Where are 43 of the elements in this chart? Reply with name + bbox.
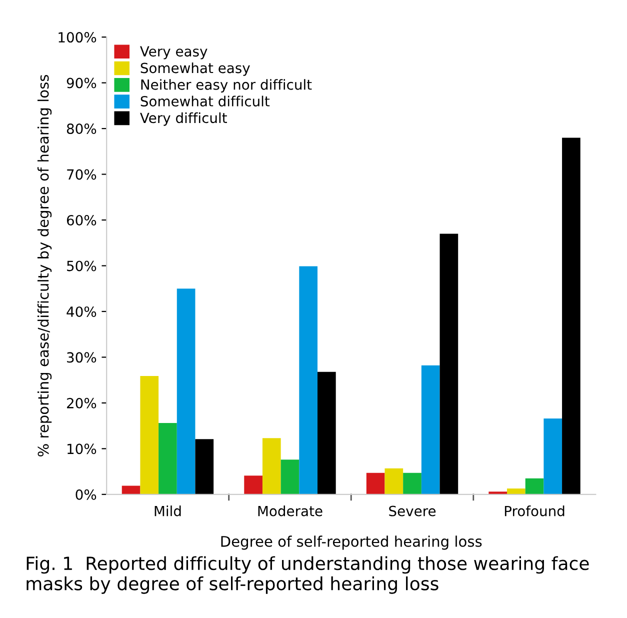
legend-label: Very easy xyxy=(140,46,208,60)
y-tick-label: 100% xyxy=(58,32,96,43)
bar xyxy=(176,288,196,494)
bar xyxy=(421,365,440,494)
x-tick-label: Moderate xyxy=(258,506,322,516)
legend-label: Somewhat difficult xyxy=(140,96,270,106)
bar xyxy=(195,439,214,494)
y-tick-label: 20% xyxy=(67,398,96,408)
bar xyxy=(140,376,159,494)
bar xyxy=(280,460,300,494)
bar xyxy=(403,472,422,494)
y-tick-label: 40% xyxy=(66,306,96,317)
x-tick-label: Mild xyxy=(154,506,181,516)
y-tick-label: 80% xyxy=(66,124,96,134)
bar xyxy=(384,468,404,494)
bar xyxy=(299,266,318,494)
bar xyxy=(244,476,262,494)
x-tick-label: Profound xyxy=(504,506,564,516)
x-tick-label: Severe xyxy=(389,506,436,516)
bar xyxy=(122,486,140,494)
bar xyxy=(440,234,458,494)
legend-label: Neither easy nor difficult xyxy=(141,79,312,93)
legend-label: Somewhat easy xyxy=(140,62,250,76)
y-tick-label: 0% xyxy=(76,489,96,500)
bar xyxy=(317,372,336,494)
y-tick-label: 10% xyxy=(68,444,96,454)
y-tick-label: 30% xyxy=(67,352,96,363)
y-tick-label: 70% xyxy=(67,169,96,180)
bar xyxy=(366,472,385,494)
bar xyxy=(562,138,580,494)
y-tick-label: 50% xyxy=(67,260,96,272)
caption: Fig. 1 Reported difficulty of understanding those wearing face masks by degree of self-reported hearing loss xyxy=(26,556,589,594)
bar xyxy=(525,478,544,494)
legend-label: Very difficult xyxy=(140,112,227,126)
bar xyxy=(262,438,281,494)
y-tick-label: 60% xyxy=(66,214,96,226)
bar xyxy=(488,492,508,494)
y-tick-label: 90% xyxy=(66,78,96,88)
y-axis-title: % reporting ease/difficulty by degree of hearing loss xyxy=(37,74,52,456)
bar xyxy=(158,423,177,494)
bar xyxy=(507,488,526,494)
bar xyxy=(544,418,562,494)
x-axis-title: Degree of self-reported hearing loss xyxy=(221,536,482,550)
